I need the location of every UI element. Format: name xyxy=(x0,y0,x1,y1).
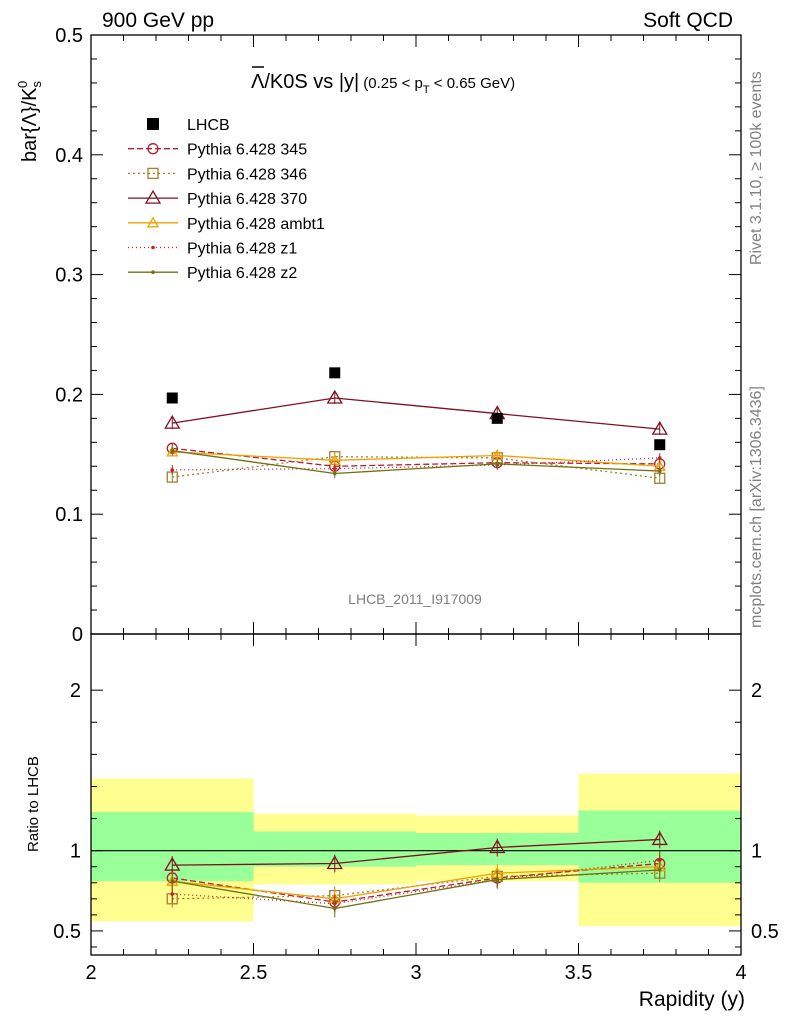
ratio-series-line-1 xyxy=(172,872,660,900)
data-point xyxy=(654,439,666,451)
legend-label: Pythia 6.428 z1 xyxy=(187,241,297,258)
data-point xyxy=(491,412,503,424)
plot-title: Λ/K0S vs |y| (0.25 < pT < 0.65 GeV) xyxy=(251,66,515,96)
legend-item: Pythia 6.428 z2 xyxy=(128,265,297,282)
xtick-label: 2.5 xyxy=(240,962,268,984)
legend-marker xyxy=(146,216,160,228)
legend-label: Pythia 6.428 346 xyxy=(187,166,307,183)
main-point xyxy=(332,471,337,476)
main-series-line-3 xyxy=(172,451,660,467)
main-point xyxy=(657,456,662,460)
title-sub-open: (0.25 < p xyxy=(363,75,423,92)
main-point xyxy=(495,462,500,466)
legend-label-data: LHCB xyxy=(187,117,230,134)
main-panel: 0 0.1 0.2 0.3 0.4 0.5 xyxy=(55,25,742,646)
ratio-point xyxy=(495,877,500,882)
main-point xyxy=(170,468,175,472)
legend-label: Pythia 6.428 z2 xyxy=(187,265,297,282)
ratio-ytick-label-right: 0.5 xyxy=(751,921,779,943)
title-sub-index: T xyxy=(423,84,430,96)
legend-item: Pythia 6.428 ambt1 xyxy=(128,216,325,233)
main-ylabel-sup: 0 xyxy=(15,81,30,88)
data-point xyxy=(329,367,341,379)
legend-item: Pythia 6.428 370 xyxy=(128,189,307,208)
main-series-line-0 xyxy=(172,447,660,467)
ratio-series-line-4 xyxy=(172,859,660,905)
main-ylabel: bar{Λ}/Ks0 xyxy=(15,80,44,162)
main-ytick-label: 0.2 xyxy=(55,384,83,406)
ratio-series-line-5 xyxy=(172,869,660,910)
xtick-label: 4 xyxy=(735,962,746,984)
ratio-ytick-label-right: 1 xyxy=(751,841,762,863)
main-ylabel-sub: s xyxy=(29,80,44,87)
header-right: Soft QCD xyxy=(643,9,733,32)
ratio-point xyxy=(657,868,662,872)
header-left: 900 GeV pp xyxy=(102,9,214,32)
ratio-point xyxy=(651,831,668,846)
ratio-panel: 0.5 0.5 1 1 2 2 2 2.5 3 3.5 4 xyxy=(53,633,779,984)
legend-item: Pythia 6.428 346 xyxy=(128,166,307,183)
legend-marker xyxy=(144,189,162,204)
title-bar-symbol: Λ xyxy=(251,71,265,93)
main-ylabel-text: bar{Λ}/K xyxy=(19,87,41,162)
legend-marker xyxy=(151,270,155,275)
main-point xyxy=(326,389,343,404)
legend-item: Pythia 6.428 z1 xyxy=(128,241,297,258)
analysis-watermark: LHCB_2011_I917009 xyxy=(348,591,482,607)
legend-marker xyxy=(147,143,159,155)
ratio-point xyxy=(326,855,343,870)
svg-text:Λ/K0S vs |y|(0.25 < pT < 0.65: Λ/K0S vs |y| (0.25 < pT < 0.65 GeV) xyxy=(251,71,515,96)
data-point xyxy=(166,392,178,404)
main-ytick-label: 0.5 xyxy=(55,25,83,47)
legend-label: Pythia 6.428 345 xyxy=(187,142,307,159)
ratio-point xyxy=(489,839,506,854)
xtick-label: 3 xyxy=(410,962,421,984)
ratio-point xyxy=(332,906,337,911)
rivet-label: Rivet 3.1.10, ≥ 100k events xyxy=(748,71,765,265)
main-ytick-label: 0.1 xyxy=(55,504,83,526)
ratio-point xyxy=(170,892,175,896)
legend-item: Pythia 6.428 345 xyxy=(128,142,307,159)
ratio-ytick-label-left: 2 xyxy=(70,680,81,702)
mcplots-label: mcplots.cern.ch [arXiv:1306.3436] xyxy=(748,386,765,628)
title-text: /K0S vs |y| xyxy=(264,71,359,93)
main-ytick-label: 0.3 xyxy=(55,265,83,287)
legend-label: Pythia 6.428 ambt1 xyxy=(187,216,325,233)
main-point xyxy=(164,414,181,429)
xlabel: Rapidity (y) xyxy=(639,988,745,1011)
legend-marker-data xyxy=(147,118,159,130)
ratio-ytick-label-left: 0.5 xyxy=(53,921,81,943)
main-point xyxy=(170,448,175,453)
title-sub-close: < 0.65 GeV) xyxy=(430,75,515,92)
main-point xyxy=(651,420,668,435)
main-ytick-label: 0.4 xyxy=(55,145,83,167)
legend: LHCB Pythia 6.428 345 Pythia 6.428 346 Pyth… xyxy=(128,117,325,282)
ratio-point xyxy=(170,879,175,883)
legend-marker xyxy=(151,245,155,250)
ratio-ytick-label-right: 2 xyxy=(751,680,762,702)
ratio-point xyxy=(164,856,181,871)
main-series-line-5 xyxy=(172,450,660,475)
main-point xyxy=(657,469,662,473)
xtick-label: 2 xyxy=(85,962,96,984)
main-series-line-2 xyxy=(172,397,660,430)
ratio-ytick-label-left: 1 xyxy=(70,841,81,863)
ratio-ylabel: Ratio to LHCB xyxy=(25,756,42,852)
ratio-series-line-2 xyxy=(172,838,660,866)
main-ytick-label: 0 xyxy=(72,624,83,646)
legend-label: Pythia 6.428 370 xyxy=(187,191,307,208)
xtick-label: 3.5 xyxy=(565,962,593,984)
legend-marker xyxy=(147,167,159,180)
legend-item-data: LHCB xyxy=(147,117,230,134)
ratio-point xyxy=(657,858,662,863)
